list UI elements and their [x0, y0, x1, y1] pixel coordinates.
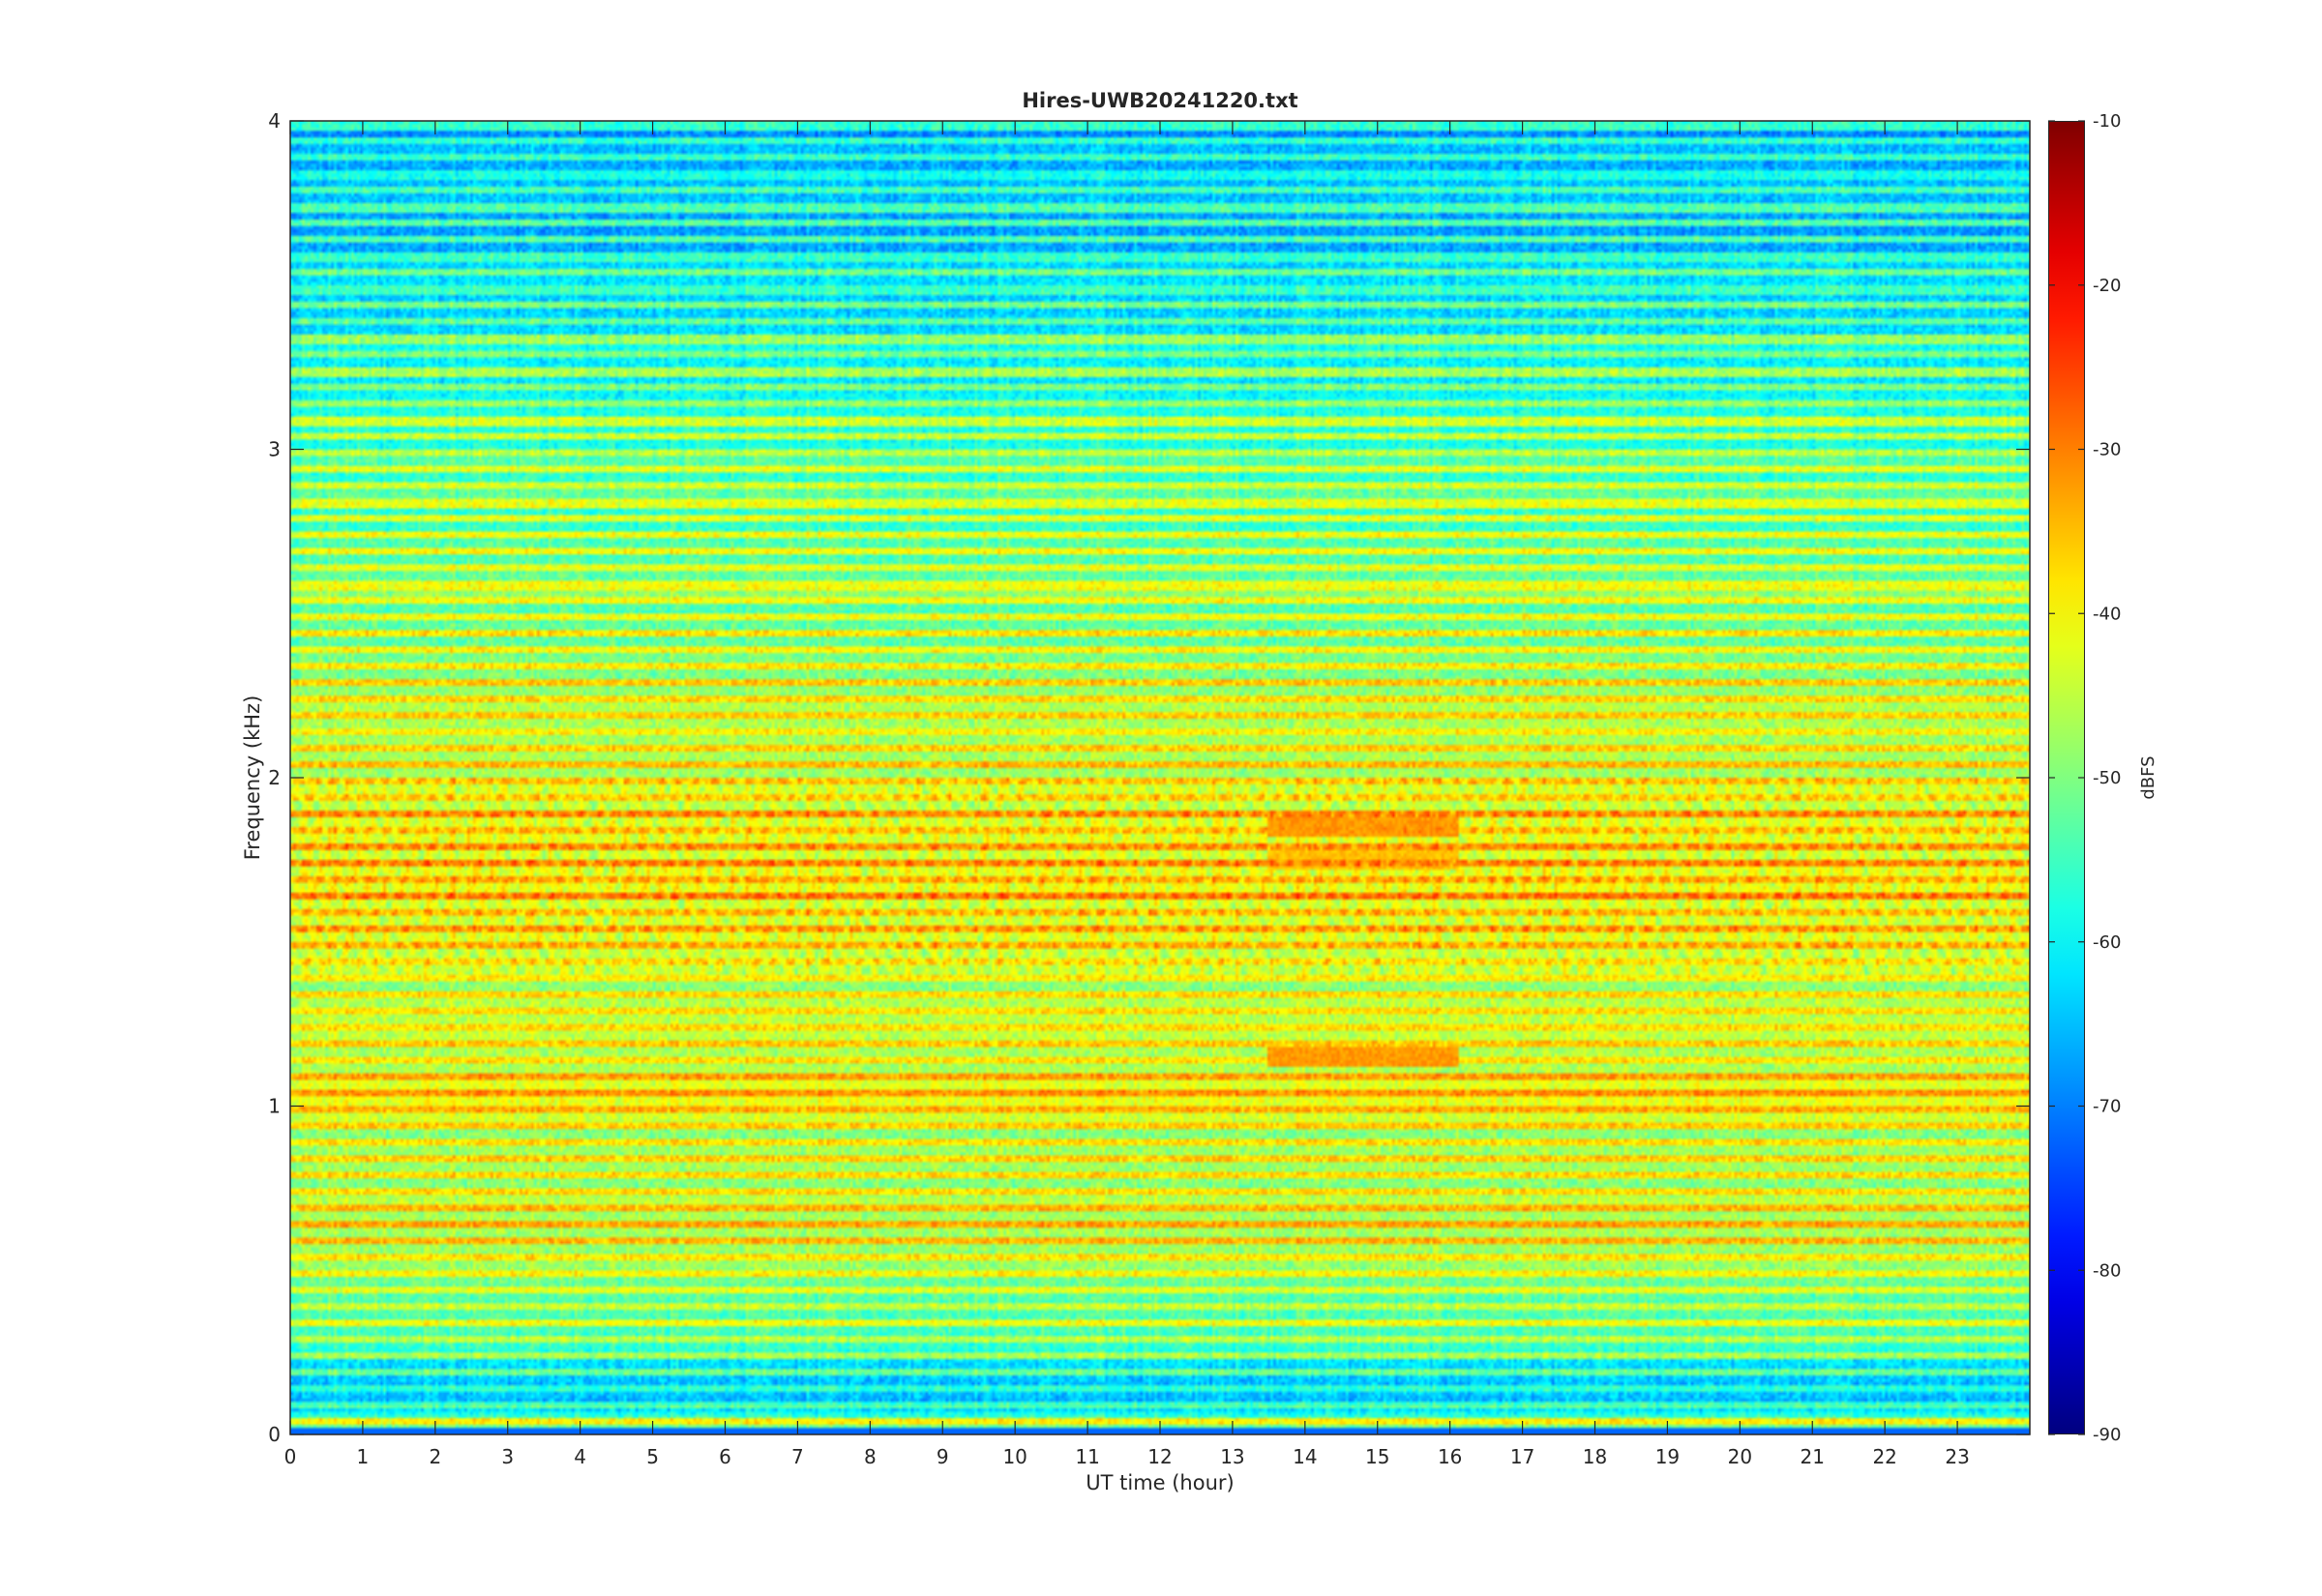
spectrogram-heatmap	[290, 121, 2030, 1434]
x-tick-label: 1	[357, 1445, 370, 1468]
y-tick-label: 1	[268, 1095, 281, 1118]
x-tick-label: 15	[1365, 1445, 1389, 1468]
colorbar-tick-label: -20	[2093, 276, 2121, 296]
x-tick-label: 3	[501, 1445, 514, 1468]
x-tick-label: 9	[937, 1445, 949, 1468]
x-tick-label: 6	[719, 1445, 731, 1468]
x-tick-label: 0	[284, 1445, 297, 1468]
x-tick-label: 13	[1220, 1445, 1244, 1468]
x-tick-label: 8	[864, 1445, 877, 1468]
colorbar-label: dBFS	[2138, 755, 2158, 799]
colorbar-tick-label: -80	[2093, 1260, 2121, 1281]
colorbar	[2048, 121, 2085, 1434]
x-tick-label: 11	[1075, 1445, 1099, 1468]
x-tick-label: 21	[1801, 1445, 1825, 1468]
colorbar-tick-label: -50	[2093, 768, 2121, 788]
colorbar-tick-label: -70	[2093, 1097, 2121, 1117]
y-tick-label: 4	[268, 109, 281, 133]
x-tick-label: 4	[574, 1445, 586, 1468]
x-tick-label: 20	[1728, 1445, 1752, 1468]
colorbar-tick-label: -60	[2093, 932, 2121, 953]
colorbar-tick-label: -40	[2093, 604, 2121, 624]
x-tick-label: 23	[1945, 1445, 1969, 1468]
x-tick-label: 14	[1293, 1445, 1317, 1468]
x-tick-label: 18	[1583, 1445, 1607, 1468]
x-tick-label: 2	[429, 1445, 441, 1468]
y-tick-label: 0	[268, 1423, 281, 1446]
y-tick-label: 3	[268, 438, 281, 461]
x-tick-label: 5	[646, 1445, 659, 1468]
x-axis-label: UT time (hour)	[1086, 1471, 1234, 1494]
x-tick-label: 19	[1655, 1445, 1680, 1468]
x-tick-label: 22	[1872, 1445, 1896, 1468]
x-tick-label: 16	[1438, 1445, 1462, 1468]
colorbar-tick-label: -30	[2093, 440, 2121, 460]
x-tick-label: 7	[791, 1445, 804, 1468]
colorbar-tick-label: -10	[2093, 111, 2121, 132]
chart-title: Hires-UWB20241220.txt	[1022, 89, 1297, 112]
colorbar-tick-label: -90	[2093, 1425, 2121, 1445]
y-axis-label: Frequency (kHz)	[241, 695, 264, 861]
x-tick-label: 17	[1510, 1445, 1534, 1468]
spectrogram-plot-area	[290, 121, 2030, 1434]
y-tick-label: 2	[268, 766, 281, 789]
x-tick-label: 12	[1147, 1445, 1172, 1468]
x-tick-label: 10	[1002, 1445, 1027, 1468]
